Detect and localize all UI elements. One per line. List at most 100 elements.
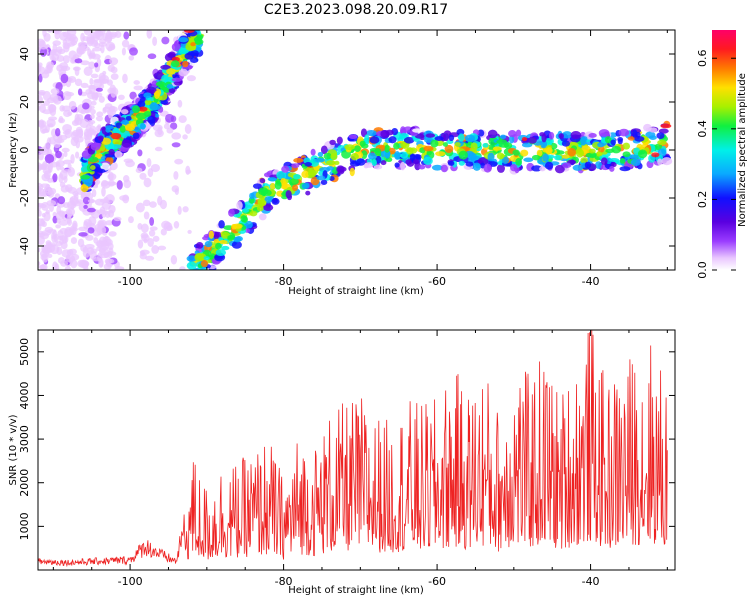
spectrogram-cell (630, 158, 641, 167)
spectrogram-cell (185, 169, 192, 174)
spectrogram-cell (508, 130, 517, 138)
spectrogram-cell (227, 234, 236, 240)
colorbar-ticks: 0.0 0.2 0.4 0.6 (696, 49, 736, 279)
spectrogram-cell (76, 136, 84, 143)
spectrogram-cell (147, 168, 154, 178)
spectrogram-cell (405, 159, 412, 165)
spectrogram-cell (182, 60, 189, 68)
spectrogram-cell (139, 172, 147, 180)
spectrogram-cell (160, 64, 171, 70)
spectrogram-cell (271, 197, 280, 205)
spectrogram-cell (442, 142, 448, 147)
spectrogram-cell (171, 42, 181, 52)
spectrogram-cell (47, 30, 53, 33)
spectrogram-cell (98, 95, 105, 103)
spectrogram-cell (458, 160, 465, 166)
spectrogram-cell (168, 88, 175, 93)
spectrogram-cell (472, 162, 481, 171)
spectrogram-cell (38, 120, 44, 127)
spectrogram-cell (448, 134, 455, 141)
spectrogram-cell (315, 157, 325, 163)
spectrogram-cell (137, 222, 143, 230)
spectrogram-y-axis-label: Frequency (Hz) (8, 112, 19, 188)
spectrogram-cell (155, 81, 166, 88)
spectrogram-cell (570, 131, 582, 140)
spectrogram-cell (98, 245, 109, 256)
spectrogram-cell (190, 57, 199, 64)
spectrogram-cell (63, 109, 72, 118)
spectrogram-cell (134, 126, 140, 133)
spectrogram-cell (113, 216, 122, 222)
spectrogram-cell (431, 164, 443, 171)
spectrogram-cell (531, 165, 542, 172)
spectrogram-cell (120, 109, 129, 115)
spectrogram-cell (598, 129, 610, 137)
colorbar-tick-label: 0.6 (696, 49, 709, 66)
spectrogram-cell (204, 240, 213, 248)
spectrogram-cell (86, 207, 96, 213)
spectrogram-cell (138, 106, 148, 112)
spectrogram-cell (249, 192, 255, 200)
spectrogram-cell (105, 125, 114, 130)
spectrogram-cell (83, 66, 93, 77)
spectrogram-cell (75, 128, 84, 135)
spectrogram-cell (82, 102, 90, 110)
spectrogram-cell (66, 32, 72, 41)
spectrogram-cell (109, 105, 116, 111)
spectrogram-cell (263, 204, 274, 212)
spectrogram-cell (78, 41, 88, 46)
spectrogram-cell (228, 208, 235, 217)
spectrogram-cell (203, 256, 210, 261)
spectrogram-cell (293, 157, 304, 163)
spectrogram-cell (140, 232, 149, 239)
spectrogram-cell (157, 195, 163, 206)
spectrogram-cell (80, 60, 90, 66)
spectrogram-cell (622, 151, 631, 158)
spectrogram-cell (412, 159, 420, 165)
spectrogram-cell (38, 202, 42, 212)
spectrogram-cell (561, 140, 571, 147)
spectrogram-cell (121, 39, 130, 48)
spectrogram-cell (56, 246, 63, 256)
spectrogram-cell (75, 140, 81, 149)
spectrogram-cell (38, 105, 41, 111)
spectrogram-cell (38, 247, 41, 253)
spectrogram-cell (140, 223, 149, 233)
spectrogram-cell (542, 153, 549, 162)
spectrogram-cell (90, 113, 95, 120)
spectrogram-cell (329, 139, 336, 145)
spectrogram-cell (49, 50, 57, 56)
spectrogram-cell (316, 175, 326, 181)
spectrogram-cell (149, 217, 155, 226)
snr-y-axis-label: SNR (10 * v/v) (8, 414, 19, 485)
spectrogram-cell (198, 270, 209, 274)
spectrogram-cell (108, 179, 115, 187)
spectrogram-cell (619, 166, 631, 172)
spectrogram-cell (125, 123, 136, 131)
spectrogram-cell (651, 152, 660, 158)
spectrogram-cell (660, 123, 672, 129)
spectrogram-cell (133, 85, 143, 91)
colorbar-tick-label: 0.0 (696, 261, 709, 279)
spectrogram-cell (46, 61, 55, 70)
colorbar-label: Normalized spectral amplitude (737, 73, 748, 227)
spectrogram-cell (515, 129, 522, 137)
spectrogram-cell (400, 132, 408, 139)
spectrogram-cell (267, 177, 277, 182)
spectrogram-cell (77, 88, 83, 96)
snr-panel: -100 -80 -60 -40 1000 2000 3000 4000 5000 Height… (8, 329, 676, 596)
spectrogram-cell (191, 270, 197, 278)
spectrogram-cell (60, 241, 68, 250)
spectrogram-cell (597, 142, 605, 148)
spectrogram-cell (629, 154, 640, 160)
spectrogram-cell (289, 178, 299, 185)
y-tick-label: 2000 (18, 469, 31, 497)
spectrogram-cell (236, 201, 243, 210)
spectrogram-cell (143, 211, 150, 220)
spectrogram-cell (605, 148, 615, 153)
spectrogram-cell (89, 78, 94, 86)
spectrogram-cell (575, 148, 584, 158)
spectrogram-cell (54, 263, 60, 270)
spectrogram-cell (536, 149, 543, 157)
spectrogram-cell (74, 78, 83, 87)
